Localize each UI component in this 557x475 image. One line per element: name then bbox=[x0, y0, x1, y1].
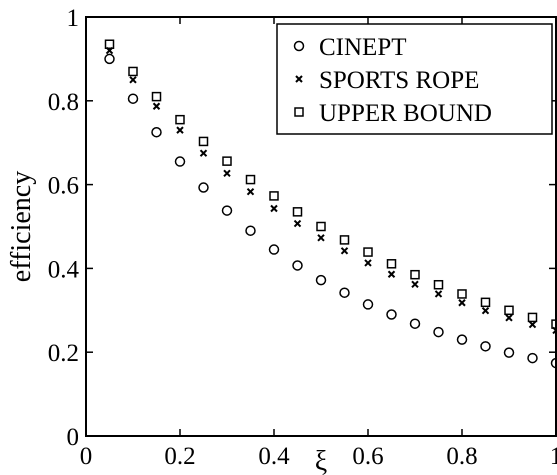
data-point-x bbox=[223, 169, 231, 177]
data-point-circle bbox=[221, 205, 233, 216]
data-point-circle bbox=[433, 326, 444, 338]
data-point-circle bbox=[198, 182, 209, 193]
data-point-x bbox=[129, 76, 137, 84]
x-tick-label: 0.6 bbox=[352, 443, 383, 470]
data-point-square bbox=[433, 279, 444, 290]
data-point-circle bbox=[527, 352, 538, 364]
data-point-circle bbox=[456, 334, 468, 345]
data-point-x bbox=[364, 259, 372, 267]
data-point-x bbox=[411, 280, 419, 289]
data-point-x bbox=[340, 247, 349, 255]
data-point-square bbox=[504, 305, 514, 316]
data-point-x bbox=[270, 204, 278, 213]
data-point-square bbox=[269, 191, 279, 201]
data-point-circle bbox=[127, 93, 139, 104]
legend-box bbox=[276, 23, 553, 135]
data-point-square bbox=[104, 39, 115, 49]
y-tick-label: 0.8 bbox=[48, 89, 79, 116]
data-point-square bbox=[316, 221, 326, 232]
x-tick-label: 0.4 bbox=[258, 443, 290, 470]
data-point-square bbox=[128, 66, 138, 77]
data-point-square bbox=[386, 259, 397, 269]
data-point-square bbox=[175, 114, 185, 125]
series-1 bbox=[105, 46, 557, 335]
data-point-x bbox=[458, 299, 466, 307]
data-point-square bbox=[339, 235, 350, 245]
data-point-x bbox=[317, 234, 325, 242]
series-0 bbox=[104, 53, 557, 369]
data-point-x bbox=[387, 270, 396, 278]
points-layer bbox=[104, 39, 557, 369]
y-tick-label: 0.4 bbox=[48, 256, 80, 283]
data-point-circle bbox=[362, 299, 374, 310]
data-point-x bbox=[505, 314, 513, 322]
data-point-x bbox=[434, 290, 443, 298]
data-point-square bbox=[363, 247, 373, 257]
y-tick-label: 0 bbox=[67, 424, 80, 451]
series-2 bbox=[104, 39, 557, 329]
legend-label: SPORTS ROPE bbox=[319, 67, 479, 94]
y-tick-label: 1 bbox=[67, 5, 80, 32]
data-point-circle bbox=[409, 318, 421, 329]
data-point-square bbox=[198, 136, 209, 147]
x-tick-label: 0.8 bbox=[446, 443, 477, 470]
x-tick-label: 0 bbox=[80, 443, 93, 470]
data-point-x bbox=[481, 307, 490, 315]
data-point-square bbox=[245, 174, 256, 185]
data-point-x bbox=[176, 126, 184, 134]
data-point-circle bbox=[339, 287, 350, 298]
data-point-circle bbox=[174, 156, 186, 167]
legend-marker-x bbox=[295, 75, 303, 83]
y-axis-label: efficiency bbox=[6, 171, 37, 282]
data-point-circle bbox=[151, 126, 162, 138]
data-point-square bbox=[480, 297, 491, 308]
data-point-square bbox=[292, 207, 303, 217]
axes-frame bbox=[85, 16, 557, 437]
data-point-square bbox=[527, 312, 538, 323]
data-point-square bbox=[151, 91, 162, 102]
data-point-square bbox=[457, 289, 467, 299]
legend-marker-square bbox=[294, 107, 304, 117]
data-point-circle bbox=[292, 260, 303, 271]
legend-label: CINEPT bbox=[319, 34, 407, 61]
data-point-circle bbox=[386, 309, 397, 320]
data-point-circle bbox=[268, 244, 280, 255]
data-point-circle bbox=[503, 347, 515, 358]
data-point-circle bbox=[315, 274, 327, 286]
y-tick-label: 0.6 bbox=[48, 173, 79, 200]
data-point-x bbox=[293, 219, 302, 228]
data-point-square bbox=[410, 269, 420, 280]
data-point-x bbox=[528, 320, 537, 329]
data-point-circle bbox=[104, 53, 115, 65]
data-point-circle bbox=[245, 225, 256, 236]
legend-marker-circle bbox=[293, 40, 305, 52]
y-tick-label: 0.2 bbox=[48, 340, 79, 367]
data-point-x bbox=[152, 102, 161, 110]
ticks-layer: 0 0.2 0.4 0.6 0.8 1 0 0.2 0.4 0.6 0.8 1 bbox=[48, 5, 557, 470]
x-tick-label: 1 bbox=[550, 443, 557, 470]
data-point-square bbox=[222, 156, 232, 166]
data-point-circle bbox=[480, 341, 491, 352]
data-point-x bbox=[199, 149, 208, 157]
legend: CINEPT SPORTS ROPE UPPER BOUND bbox=[276, 23, 553, 135]
x-axis-label: ξ bbox=[315, 446, 327, 475]
legend-label: UPPER BOUND bbox=[319, 100, 492, 127]
x-tick-label: 0.2 bbox=[164, 443, 195, 470]
data-point-x bbox=[246, 188, 255, 196]
